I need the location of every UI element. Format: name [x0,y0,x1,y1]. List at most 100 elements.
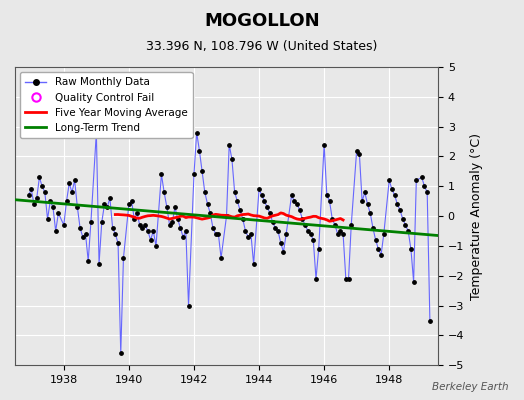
Point [301,222,309,228]
Point [320,141,329,148]
Point [298,216,307,222]
Point [339,231,347,237]
Point [79,234,87,240]
Point [144,228,152,234]
Point [268,219,277,225]
Point [217,255,225,261]
Point [27,186,36,192]
Point [225,141,233,148]
Point [307,231,315,237]
Point [166,222,174,228]
Point [369,225,377,231]
Point [87,219,95,225]
Point [25,192,33,198]
Point [274,228,282,234]
Point [30,201,38,208]
Point [127,198,136,204]
Point [60,222,68,228]
Point [162,204,171,210]
Point [425,317,434,324]
Point [296,207,304,213]
Point [374,246,383,252]
Point [255,186,263,192]
Point [263,204,271,210]
Point [133,210,141,216]
Point [393,201,401,208]
Point [198,168,206,174]
Point [81,231,90,237]
Point [336,228,345,234]
Y-axis label: Temperature Anomaly (°C): Temperature Anomaly (°C) [470,133,483,300]
Point [290,198,299,204]
Point [95,261,103,267]
Point [379,231,388,237]
Point [363,201,372,208]
Point [97,219,106,225]
Point [43,216,52,222]
Point [233,198,242,204]
Point [203,201,212,208]
Point [266,210,274,216]
Point [209,225,217,231]
Point [309,237,318,243]
Point [182,228,190,234]
Point [54,210,62,216]
Point [277,240,285,246]
Point [152,243,160,249]
Point [361,189,369,196]
Point [138,225,147,231]
Point [342,276,350,282]
Point [282,231,290,237]
Point [333,231,342,237]
Point [231,189,239,196]
Point [168,219,177,225]
Text: 33.396 N, 108.796 W (United States): 33.396 N, 108.796 W (United States) [146,40,378,53]
Point [344,276,353,282]
Point [171,204,179,210]
Point [347,222,355,228]
Point [304,228,312,234]
Point [366,210,375,216]
Point [331,222,339,228]
Point [260,198,269,204]
Point [244,234,253,240]
Point [271,225,279,231]
Point [157,171,166,178]
Point [390,192,399,198]
Point [222,213,231,219]
Point [214,231,223,237]
Point [111,231,119,237]
Point [46,198,54,204]
Point [236,207,244,213]
Point [73,204,82,210]
Point [328,216,336,222]
Point [355,150,364,157]
Point [293,201,301,208]
Point [249,261,258,267]
Point [312,276,320,282]
Point [35,174,43,180]
Point [76,225,84,231]
Point [325,198,334,204]
Point [353,147,361,154]
Point [423,189,431,196]
Point [125,201,133,208]
Point [84,258,92,264]
Point [32,195,41,202]
Point [404,228,412,234]
Point [141,222,149,228]
Point [420,183,429,190]
Point [184,302,193,309]
Point [108,225,117,231]
Point [409,278,418,285]
Point [323,192,331,198]
Point [412,177,420,184]
Text: Berkeley Earth: Berkeley Earth [432,382,508,392]
Point [201,189,209,196]
Point [377,252,385,258]
Point [70,177,79,184]
Point [149,228,158,234]
Point [192,130,201,136]
Point [106,195,114,202]
Point [119,255,128,261]
